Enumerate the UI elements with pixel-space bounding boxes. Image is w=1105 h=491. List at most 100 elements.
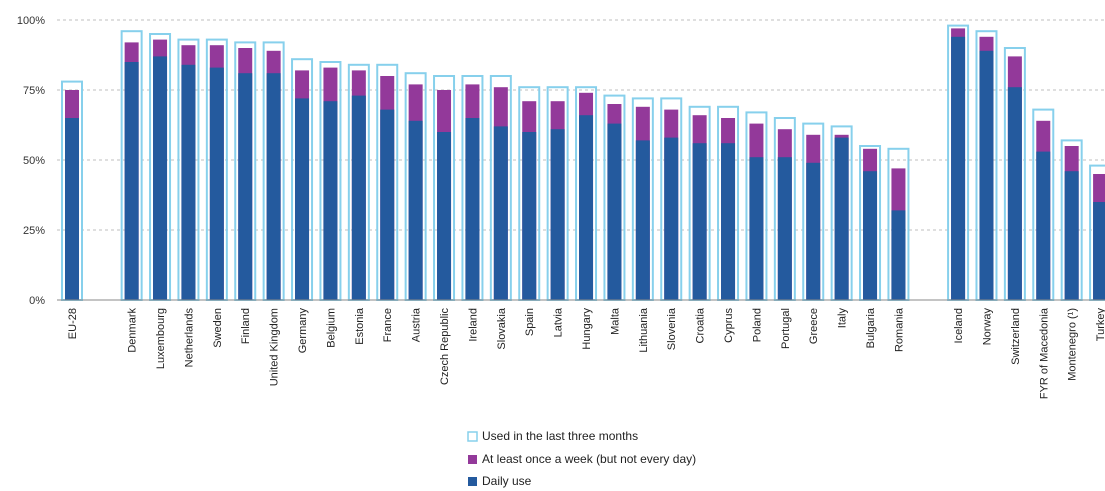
bar-group — [61, 80, 83, 301]
bar-group — [717, 105, 740, 301]
bar-group — [120, 30, 143, 301]
bar-group — [1003, 47, 1026, 301]
bar-group — [631, 97, 654, 302]
x-tick-label: Sweden — [212, 308, 224, 348]
x-tick-label: France — [382, 308, 394, 342]
x-tick-label: Slovenia — [666, 307, 678, 350]
x-tick-label: Spain — [524, 308, 536, 336]
y-tick-label: 75% — [23, 85, 45, 97]
bar-daily — [1036, 151, 1051, 300]
bar-daily — [209, 67, 224, 300]
bar-daily — [1093, 202, 1105, 300]
bar-group — [205, 38, 228, 301]
bar-daily — [153, 56, 168, 301]
bar-daily — [522, 132, 537, 300]
legend-item: Used in the last three months — [467, 429, 638, 443]
x-tick-label: Italy — [837, 308, 849, 329]
bar-group — [149, 33, 172, 301]
bar-daily — [806, 162, 821, 300]
bar-daily — [721, 143, 736, 300]
legend-label: Used in the last three months — [482, 429, 638, 443]
bar-daily — [635, 140, 650, 300]
bar-daily — [951, 36, 966, 301]
x-tick-label: Cyprus — [723, 308, 735, 343]
bar-group — [887, 147, 910, 301]
bar-group — [745, 111, 768, 302]
x-tick-label: Switzerland — [1010, 308, 1022, 365]
bar-group — [234, 41, 257, 302]
bars — [61, 24, 1105, 302]
bar-group — [319, 61, 342, 301]
x-tick-label: Turkey — [1095, 308, 1105, 342]
x-tick-label: United Kingdom — [269, 308, 281, 386]
x-tick-label: Norway — [981, 308, 993, 346]
y-tick-label: 100% — [17, 15, 45, 27]
bar-daily — [749, 157, 764, 300]
x-tick-label: Portugal — [780, 308, 792, 349]
bar-group — [376, 63, 399, 301]
legend-swatch — [467, 431, 478, 442]
bar-group — [947, 24, 970, 301]
bar-group — [461, 75, 484, 301]
bar-group — [1060, 139, 1083, 301]
x-tick-label: Luxembourg — [155, 308, 167, 369]
bar-daily — [834, 137, 849, 300]
x-tick-label: Croatia — [695, 307, 707, 343]
bar-daily — [550, 129, 565, 300]
bar-daily — [579, 115, 594, 300]
x-tick-label: Denmark — [127, 308, 139, 353]
bar-daily — [1064, 171, 1079, 300]
bar-daily — [437, 132, 452, 300]
bar-group — [830, 125, 853, 302]
bar-daily — [692, 143, 707, 300]
bar-group — [603, 94, 626, 301]
legend: Used in the last three months At least on… — [467, 429, 696, 488]
bar-daily — [65, 118, 79, 300]
y-tick-label: 25% — [23, 225, 45, 237]
x-tick-label: Latvia — [553, 307, 565, 337]
bar-group — [660, 97, 683, 302]
bar-daily — [181, 64, 196, 300]
legend-label: Daily use — [482, 474, 532, 488]
bar-group — [1089, 164, 1105, 301]
x-axis-labels: EU-28 Denmark Luxembourg Netherlands Sweden F… — [67, 307, 1105, 399]
bar-daily — [351, 95, 366, 300]
bar-group — [802, 122, 825, 301]
x-tick-label: Romania — [893, 307, 905, 352]
bar-daily — [323, 101, 338, 300]
bar-daily — [408, 120, 423, 300]
bar-daily — [863, 171, 878, 300]
legend-swatch — [468, 477, 477, 486]
x-tick-label: Poland — [751, 308, 763, 342]
bar-group — [177, 38, 200, 301]
bar-group — [404, 72, 427, 301]
bar-group — [546, 86, 569, 301]
bar-group — [688, 105, 711, 301]
legend-label: At least once a week (but not every day) — [482, 452, 696, 466]
x-tick-label: Austria — [411, 307, 423, 342]
x-tick-label: Malta — [609, 307, 621, 335]
bar-daily — [777, 157, 792, 300]
bar-daily — [1007, 87, 1022, 300]
bar-daily — [664, 137, 679, 300]
x-tick-label: Germany — [297, 308, 309, 354]
y-tick-label: 50% — [23, 155, 45, 167]
x-tick-label: Netherlands — [183, 308, 195, 368]
x-tick-label: Ireland — [467, 308, 479, 342]
bar-group — [518, 86, 541, 301]
x-tick-label: FYR of Macedonia — [1038, 307, 1050, 399]
x-tick-label: EU-28 — [67, 308, 79, 339]
bar-group — [262, 41, 285, 302]
x-tick-label: Estonia — [354, 307, 366, 345]
bar-group — [859, 145, 882, 301]
bar-group — [575, 86, 598, 301]
bar-group — [291, 58, 314, 302]
legend-item: At least once a week (but not every day) — [468, 452, 696, 466]
bar-group — [347, 63, 370, 301]
x-tick-label: Hungary — [581, 308, 593, 350]
bar-group — [489, 75, 512, 301]
bar-group — [975, 30, 998, 301]
bar-daily — [238, 73, 253, 300]
y-tick-label: 0% — [29, 295, 45, 307]
